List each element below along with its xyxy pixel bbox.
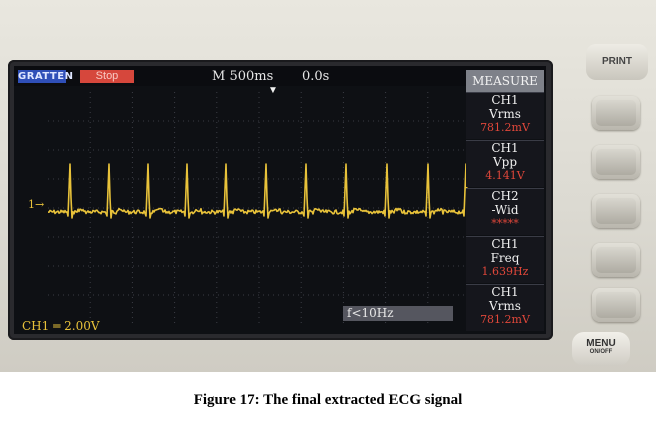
softkey-4-button[interactable]	[592, 243, 640, 277]
channel-ground-marker: 1→	[28, 198, 45, 211]
menu-sub-label: ON/OFF	[589, 349, 613, 355]
measure-name: Vpp	[492, 155, 518, 169]
measure-name: Freq	[490, 251, 520, 265]
oscilloscope-screen: GRATTEN Stop M 500ms 0.0s ▼ 1→ CH1 ═ 2.0…	[14, 66, 546, 334]
measure-panel: MEASURE CH1 Vrms 781.2mV CH1 Vpp 4.141V …	[466, 70, 544, 332]
measure-value: 4.141V	[485, 169, 525, 182]
trigger-position-icon: ▼	[268, 85, 278, 96]
measure-name: Vrms	[489, 299, 521, 313]
measure-channel: CH2	[491, 189, 519, 203]
measure-value: 1.639Hz	[481, 265, 529, 278]
measure-name: -Wid	[491, 203, 519, 217]
measure-name: Vrms	[489, 107, 521, 121]
measure-slot-2[interactable]: CH1 Vpp 4.141V	[466, 140, 544, 187]
softkey-2-button[interactable]	[592, 145, 640, 179]
brand-logo: GRATTEN	[18, 70, 74, 83]
timebase-readout: M 500ms	[212, 69, 274, 84]
softkey-cap	[596, 247, 636, 273]
measure-slot-3[interactable]: CH2 -Wid *****	[466, 188, 544, 235]
status-bar: GRATTEN Stop M 500ms 0.0s	[14, 66, 546, 86]
softkey-cap	[596, 149, 636, 175]
measure-slot-5[interactable]: CH1 Vrms 781.2mV	[466, 284, 544, 331]
measure-channel: CH1	[491, 141, 519, 155]
measure-value: 781.2mV	[480, 121, 530, 134]
waveform-display	[48, 92, 470, 324]
softkey-1-button[interactable]	[592, 96, 640, 130]
measure-channel: CH1	[491, 93, 519, 107]
measure-value: *****	[491, 217, 519, 230]
channel-number: 1	[28, 198, 35, 211]
filter-indicator: f<10Hz	[343, 306, 453, 321]
figure-caption: Figure 17: The final extracted ECG signa…	[193, 392, 463, 408]
measure-slot-4[interactable]: CH1 Freq 1.639Hz	[466, 236, 544, 283]
softkey-5-button[interactable]	[592, 288, 640, 322]
channel-scale-readout: CH1 ═ 2.00V	[22, 319, 100, 333]
measure-value: 781.2mV	[480, 313, 530, 326]
print-button[interactable]: PRINT	[586, 44, 648, 80]
trigger-delay-readout: 0.0s	[302, 69, 330, 84]
menu-label: MENU	[586, 338, 616, 349]
run-state-badge: Stop	[80, 70, 134, 83]
softkey-3-button[interactable]	[592, 194, 640, 228]
measure-channel: CH1	[491, 285, 519, 299]
softkey-cap	[596, 100, 636, 126]
measure-panel-title: MEASURE	[466, 70, 544, 92]
menu-button[interactable]: MENU ON/OFF	[572, 332, 630, 366]
oscilloscope-photo: GRATTEN Stop M 500ms 0.0s ▼ 1→ CH1 ═ 2.0…	[0, 0, 656, 372]
ecg-trace	[48, 163, 470, 219]
measure-channel: CH1	[491, 237, 519, 251]
softkey-cap	[596, 198, 636, 224]
measure-slot-1[interactable]: CH1 Vrms 781.2mV	[466, 92, 544, 139]
softkey-cap	[596, 292, 636, 318]
